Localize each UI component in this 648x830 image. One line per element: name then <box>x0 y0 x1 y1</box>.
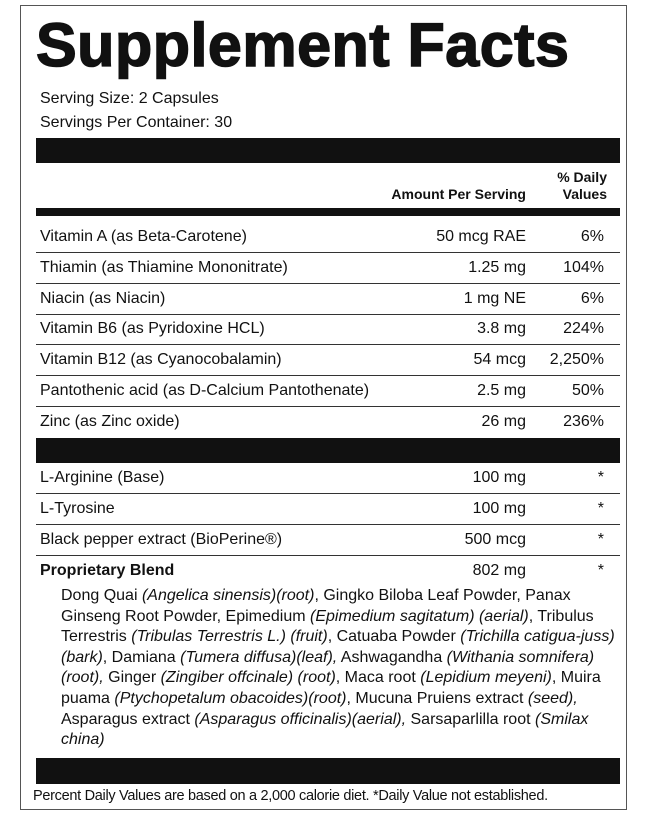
ingredient-name: Pantothenic acid (as D-Calcium Pantothen… <box>40 382 370 399</box>
dv-header: % Daily Values <box>530 169 607 203</box>
ingredient-text: , Tribulus Terrestris <box>61 607 594 646</box>
table-row: Black pepper extract (BioPerine®) 500 mcg… <box>36 525 620 556</box>
daily-value: 6% <box>580 289 604 307</box>
ingredient-name: Vitamin B6 (as Pyridoxine HCL) <box>40 320 265 338</box>
botanical-name: (Trichilla catigua-juss)(bark) <box>61 628 615 666</box>
ingredient-name: Zinc (as Zinc oxide) <box>40 412 180 430</box>
botanical-name: (Epimedium sagitatum) (aerial) <box>310 607 529 625</box>
ingredient-text: , Mucuna Pruiens extract <box>346 689 528 707</box>
ingredient-name: Black pepper extract (BioPerine®) <box>40 531 283 548</box>
ingredient-name: Vitamin A (as Beta-Carotene) <box>40 228 247 245</box>
table-row: Vitamin B6 (as Pyridoxine HCL) 3.8 mg 224% <box>36 314 620 346</box>
supplement-facts-panel <box>20 5 627 810</box>
dv-header-line2: Values <box>562 186 607 202</box>
divider-bar <box>36 208 620 216</box>
botanical-name: (seed), <box>527 689 578 707</box>
ingredient-text: Sarsaparlilla root <box>406 710 535 728</box>
table-row: L-Tyrosine 100 mg * <box>36 494 620 525</box>
amount: 26 mg <box>481 412 526 430</box>
table-row: Vitamin A (as Beta-Carotene) 50 mcg RAE 6% <box>36 222 620 253</box>
botanical-name: (Angelica sinensis)(root) <box>141 587 315 604</box>
table-row: Vitamin B12 (as Cyanocobalamin) 54 mcg 2,2… <box>36 345 620 377</box>
botanical-name: (Tribulas Terrestris L.) (fruit) <box>131 628 328 646</box>
daily-value: 236% <box>563 412 604 430</box>
ingredient-text: Ashwagandha <box>337 648 447 666</box>
footnote: Percent Daily Values are based on a 2,00… <box>33 788 548 804</box>
amount: 802 mg <box>472 562 526 579</box>
daily-value: 104% <box>563 258 604 276</box>
amount: 1 mg NE <box>463 289 526 307</box>
botanical-name: (Withania somnifera)(root), <box>61 648 595 687</box>
proprietary-blend-ingredients: Dong Quai (Angelica sinensis)(root), Gin… <box>61 586 621 751</box>
ingredient-name: Niacin (as Niacin) <box>40 289 166 307</box>
ingredient-text: , Muira puama <box>61 669 601 707</box>
daily-value: 50% <box>571 382 604 399</box>
ingredient-text: Asparagus extract <box>61 710 195 728</box>
ingredient-name: Vitamin B12 (as Cyanocobalamin) <box>40 351 282 369</box>
ingredient-name: Thiamin (as Thiamine Mononitrate) <box>40 258 288 276</box>
ingredient-text: , Damiana <box>102 648 181 666</box>
daily-value: 2,250% <box>549 351 604 369</box>
table-row: Pantothenic acid (as D-Calcium Pantothen… <box>36 376 620 407</box>
amount-header: Amount Per Serving <box>391 186 526 202</box>
amount: 1.25 mg <box>468 258 526 276</box>
daily-value: * <box>597 531 604 548</box>
divider-bar <box>36 438 620 463</box>
table-row: Zinc (as Zinc oxide) 26 mg 236% <box>36 407 620 437</box>
amount: 100 mg <box>472 469 526 486</box>
ingredient-name: L-Arginine (Base) <box>40 469 165 486</box>
botanical-name: (Lepidium meyeni) <box>420 669 552 687</box>
servings-per-container: Servings Per Container: 30 <box>40 114 233 131</box>
amount: 500 mcg <box>464 531 526 548</box>
table-row: Thiamin (as Thiamine Mononitrate) 1.25 mg… <box>36 253 620 284</box>
ingredient-text: , Maca root <box>335 669 421 687</box>
botanical-name: (Tumera diffusa)(leaf), <box>180 648 338 666</box>
table-row: Niacin (as Niacin) 1 mg NE 6% <box>36 284 620 315</box>
amount: 3.8 mg <box>477 320 526 338</box>
table-row: L-Arginine (Base) 100 mg * <box>36 463 620 494</box>
ingredient-name: L-Tyrosine <box>40 500 115 517</box>
divider-bar <box>36 138 620 163</box>
amount: 100 mg <box>472 500 526 517</box>
amount: 50 mcg RAE <box>436 228 526 245</box>
daily-value: * <box>597 469 604 486</box>
botanical-name: (Zingiber offcinale) (root) <box>160 669 336 687</box>
botanical-name: (Ptychopetalum obacoides)(root) <box>114 689 347 707</box>
botanical-name: (Asparagus officinalis)(aerial), <box>194 710 407 728</box>
daily-value: * <box>597 500 604 517</box>
divider-bar <box>36 758 620 784</box>
ingredient-text: , Catuaba Powder <box>327 628 461 646</box>
ingredient-text: , Gingko Biloba Leaf Powder, Panax Ginse… <box>61 587 571 625</box>
ingredient-name: Proprietary Blend <box>40 562 175 579</box>
botanical-name: (Smilax china) <box>61 710 589 749</box>
amount: 54 mcg <box>473 351 526 369</box>
page-title: Supplement Facts <box>35 10 570 80</box>
ingredient-text: Dong Quai <box>61 587 142 604</box>
dv-header-line1: % Daily <box>557 169 607 185</box>
serving-size: Serving Size: 2 Capsules <box>40 90 219 107</box>
ingredient-text: Ginger <box>103 669 161 687</box>
daily-value: 6% <box>580 228 604 245</box>
daily-value: * <box>597 562 604 579</box>
table-row: Proprietary Blend 802 mg * <box>36 556 620 586</box>
daily-value: 224% <box>563 320 604 338</box>
amount: 2.5 mg <box>477 382 526 399</box>
